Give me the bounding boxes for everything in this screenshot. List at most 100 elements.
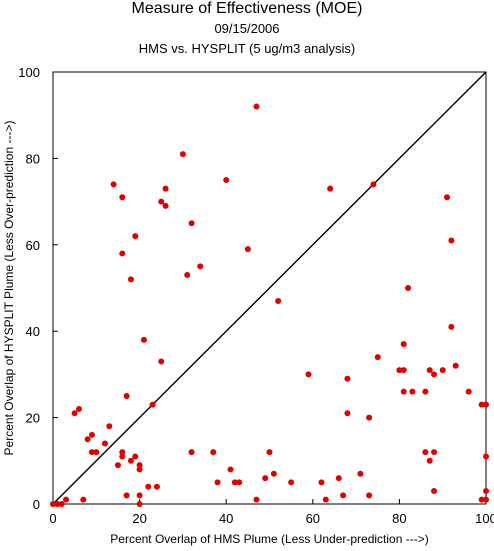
data-point [54, 501, 61, 507]
data-point [426, 457, 433, 464]
x-axis-label: Percent Overlap of HMS Plume (Less Under… [110, 532, 428, 546]
data-point [136, 466, 143, 473]
data-point [197, 263, 204, 270]
x-tick-label: 0 [49, 511, 56, 526]
data-point [75, 405, 82, 412]
data-point [136, 501, 143, 507]
data-point [400, 341, 407, 348]
data-point [452, 362, 459, 369]
data-point [318, 479, 325, 486]
data-point [340, 492, 347, 499]
data-point [158, 358, 165, 365]
data-point [184, 272, 191, 279]
data-point [123, 393, 130, 399]
data-point [71, 410, 78, 417]
data-point [405, 285, 412, 291]
data-point [370, 181, 377, 188]
data-point [327, 185, 334, 192]
data-point [244, 246, 251, 253]
data-point [253, 496, 260, 503]
data-point [431, 449, 438, 456]
data-point [444, 194, 451, 201]
data-point [214, 479, 221, 486]
data-point [366, 414, 373, 421]
data-point [127, 276, 134, 283]
data-point [132, 453, 139, 460]
data-point [422, 449, 429, 456]
data-point [93, 449, 100, 456]
plot-area-frame [52, 71, 487, 505]
x-axis-ticks: 0 20 40 60 80 100 [49, 499, 494, 526]
data-point [162, 202, 169, 209]
data-point [426, 367, 433, 374]
data-point [114, 462, 121, 469]
data-point [465, 388, 472, 395]
data-point [478, 496, 485, 503]
data-point [431, 371, 438, 378]
data-point [262, 475, 269, 482]
data-point [88, 449, 95, 456]
data-point [483, 453, 489, 460]
data-point [50, 501, 56, 507]
y-tick-label: 100 [18, 65, 40, 80]
data-point [188, 220, 195, 227]
data-point [374, 354, 381, 361]
x-tick-label: 100 [475, 511, 494, 526]
data-point [483, 401, 489, 408]
data-point [266, 449, 273, 456]
data-point [119, 194, 126, 201]
chart-subtitle: HMS vs. HYSPLIT (5 ug/m3 analysis) [138, 41, 356, 56]
y-tick-label: 80 [26, 151, 40, 166]
y-axis-ticks: 0 20 40 60 80 100 [18, 65, 58, 512]
data-point [58, 501, 65, 507]
data-point [231, 479, 238, 486]
data-point [119, 250, 126, 257]
x-tick-label: 40 [219, 511, 233, 526]
data-point [119, 453, 126, 460]
data-point [110, 181, 117, 188]
data-point [106, 423, 113, 430]
data-point [431, 488, 438, 495]
data-point [153, 483, 160, 490]
data-point [344, 410, 351, 417]
data-point [210, 449, 217, 456]
data-point [253, 103, 260, 110]
data-point [305, 371, 312, 378]
data-point [400, 367, 407, 374]
y-tick-label: 0 [33, 497, 40, 512]
x-tick-label: 20 [132, 511, 146, 526]
y-tick-label: 60 [26, 238, 40, 253]
data-point [448, 323, 455, 330]
data-point [80, 496, 87, 503]
data-point [396, 367, 403, 374]
data-point [84, 436, 91, 443]
data-point [335, 475, 342, 482]
x-tick-label: 80 [392, 511, 406, 526]
x-tick-label: 60 [306, 511, 320, 526]
data-point [288, 479, 295, 486]
data-point [136, 492, 143, 499]
diagonal-reference-line [52, 71, 487, 505]
data-point [236, 479, 243, 486]
data-point [132, 233, 139, 240]
data-point [483, 496, 489, 503]
y-tick-label: 40 [26, 324, 40, 339]
data-point [275, 297, 282, 304]
data-point [88, 431, 95, 438]
data-point [400, 388, 407, 395]
data-point [158, 198, 165, 205]
data-point [270, 470, 277, 477]
data-point [448, 237, 455, 244]
chart-date: 09/15/2006 [214, 21, 280, 36]
data-point [322, 496, 329, 503]
data-point [227, 466, 234, 473]
data-point [101, 440, 108, 447]
y-tick-label: 20 [26, 411, 40, 426]
data-point [145, 483, 152, 490]
data-point [123, 492, 130, 499]
data-point [223, 177, 230, 183]
data-point [366, 492, 373, 499]
data-point [140, 336, 147, 343]
data-points [50, 103, 489, 507]
